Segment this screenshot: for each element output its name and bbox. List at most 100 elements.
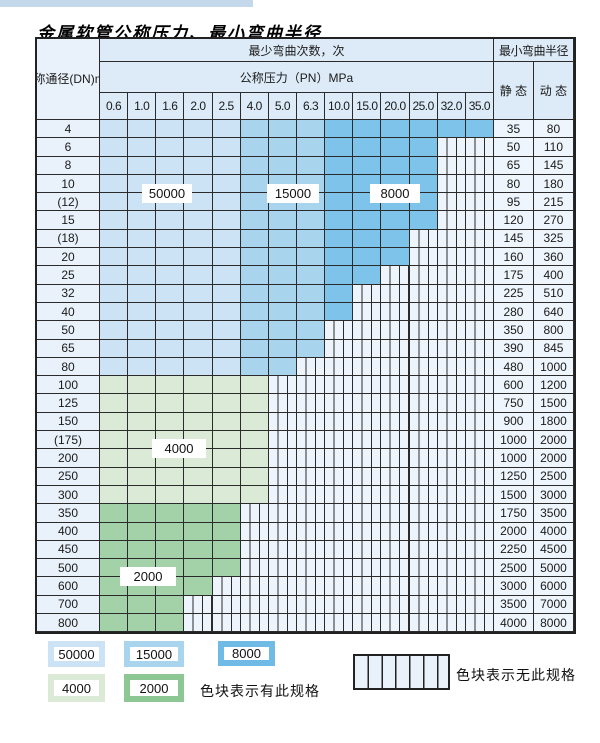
spec-cell	[296, 248, 326, 267]
no-spec-cell	[465, 412, 494, 432]
spec-cell	[240, 431, 269, 450]
spec-cell	[100, 412, 129, 432]
spec-cell	[184, 156, 213, 175]
spec-cell	[212, 522, 241, 541]
no-spec-cell	[409, 559, 438, 578]
no-spec-cell	[465, 229, 494, 249]
spec-cell	[353, 138, 382, 157]
no-spec-cell	[325, 540, 354, 560]
no-spec-cell	[353, 577, 382, 596]
no-spec-cell	[465, 595, 494, 615]
no-spec-cell	[465, 540, 494, 560]
dn-cell: (175)	[37, 431, 100, 450]
static-radius-cell: 390	[493, 339, 534, 358]
pressure-col-header: 25.0	[409, 93, 438, 120]
spec-cell	[268, 266, 297, 285]
spec-cell	[240, 357, 269, 377]
spec-cell	[156, 211, 185, 230]
static-radius-cell: 350	[493, 321, 534, 340]
no-spec-cell	[437, 248, 466, 267]
spec-cell	[128, 339, 157, 358]
no-spec-cell	[353, 595, 382, 615]
dn-cell: 4	[37, 120, 100, 139]
spec-cell	[212, 138, 241, 157]
spec-cell	[100, 248, 129, 267]
no-spec-cell	[409, 504, 438, 523]
dynamic-radius-cell: 400	[533, 266, 574, 285]
no-spec-cell	[437, 614, 466, 633]
no-spec-cell	[296, 595, 326, 615]
no-spec-cell	[465, 321, 494, 340]
spec-cell	[381, 138, 410, 157]
no-spec-cell	[325, 357, 354, 377]
dynamic-radius-cell: 2000	[533, 449, 574, 468]
no-spec-cell	[325, 467, 354, 486]
dynamic-radius-cell: 4000	[533, 522, 574, 541]
no-spec-cell	[353, 302, 382, 322]
spec-cell	[268, 229, 297, 249]
no-spec-cell	[437, 321, 466, 340]
no-spec-cell	[296, 431, 326, 450]
spec-cell	[325, 229, 354, 249]
no-spec-cell	[409, 339, 438, 358]
spec-cell	[128, 302, 157, 322]
no-spec-cell	[437, 266, 466, 285]
no-spec-cell	[353, 485, 382, 505]
dynamic-radius-cell: 3500	[533, 504, 574, 523]
legend-swatch-2000: 2000	[124, 674, 184, 702]
dynamic-radius-cell: 270	[533, 211, 574, 230]
spec-cell	[100, 504, 129, 523]
spec-cell	[184, 248, 213, 267]
spec-cell	[156, 156, 185, 175]
dn-cell: 20	[37, 248, 100, 267]
spec-cell	[240, 174, 269, 194]
static-radius-cell: 1250	[493, 467, 534, 486]
no-spec-cell	[184, 614, 213, 633]
pressure-col-header: 20.0	[381, 93, 410, 120]
no-spec-cell	[381, 357, 410, 377]
no-spec-cell	[353, 394, 382, 413]
no-spec-cell	[212, 595, 241, 615]
bend-cycles-header: 最少弯曲次数，次	[100, 39, 494, 62]
spec-cell	[240, 449, 269, 468]
spec-cell	[353, 211, 382, 230]
dynamic-radius-cell: 4500	[533, 540, 574, 560]
spec-cell	[240, 376, 269, 395]
spec-cell	[212, 302, 241, 322]
no-spec-cell	[409, 302, 438, 322]
no-spec-cell	[240, 504, 269, 523]
no-spec-cell	[240, 577, 269, 596]
no-spec-cell	[465, 504, 494, 523]
no-spec-cell	[437, 339, 466, 358]
dn-cell: 500	[37, 559, 100, 578]
spec-cell	[325, 120, 354, 139]
spec-cell	[156, 321, 185, 340]
spec-cell	[184, 559, 213, 578]
dynamic-radius-cell: 2000	[533, 431, 574, 450]
pressure-col-header: 1.0	[128, 93, 157, 120]
no-spec-cell	[465, 522, 494, 541]
spec-cell	[128, 595, 157, 615]
no-spec-cell	[296, 412, 326, 432]
no-spec-cell	[437, 595, 466, 615]
no-spec-cell	[353, 467, 382, 486]
no-spec-cell	[325, 394, 354, 413]
no-spec-cell	[409, 595, 438, 615]
no-spec-cell	[325, 431, 354, 450]
no-spec-cell	[437, 504, 466, 523]
no-spec-cell	[240, 540, 269, 560]
spec-cell	[128, 376, 157, 395]
dn-cell: (12)	[37, 193, 100, 212]
spec-cell	[156, 540, 185, 560]
no-spec-cell	[437, 284, 466, 303]
spec-cell	[212, 193, 241, 212]
spec-cell	[184, 357, 213, 377]
spec-cell	[353, 156, 382, 175]
spec-cell	[128, 449, 157, 468]
spec-cell	[212, 412, 241, 432]
spec-cell	[240, 193, 269, 212]
spec-cell	[128, 120, 157, 139]
no-spec-cell	[465, 138, 494, 157]
spec-cell	[100, 357, 129, 377]
spec-cell	[128, 504, 157, 523]
